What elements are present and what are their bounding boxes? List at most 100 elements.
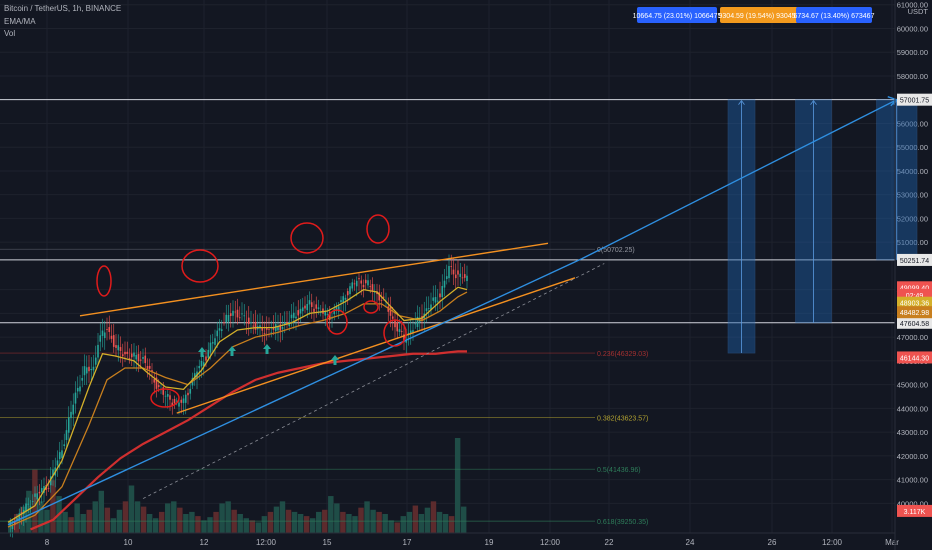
volume-bar (250, 520, 255, 533)
candle-body (401, 331, 403, 332)
candle-body (102, 331, 104, 336)
candle-body (318, 307, 320, 309)
projection-label-text: 9304.59 (19.54%) 930459 (719, 13, 800, 20)
volume-bar (340, 512, 345, 533)
projection-label: 10664.75 (23.01%) 1066475 (633, 7, 722, 23)
candle-body (57, 460, 59, 465)
level-price-tag-text: 57001.75 (900, 98, 929, 105)
candle-body (315, 304, 317, 308)
candle-body (347, 291, 349, 295)
candle-body (313, 309, 315, 312)
candle-body (126, 352, 128, 354)
candle-body (225, 315, 227, 323)
candle-body (122, 354, 124, 356)
candle-body (446, 276, 448, 279)
volume-bar (99, 491, 104, 533)
candle-body (345, 298, 347, 300)
volume-bar (189, 512, 194, 533)
y-tick-label: 47000.00 (897, 333, 928, 342)
volume-bar (304, 516, 309, 533)
candle-body (39, 492, 41, 493)
projection-label-text: 10664.75 (23.01%) 1066475 (633, 13, 722, 20)
projection-label: 6734.67 (13.40%) 673467 (794, 7, 875, 23)
candle-body (356, 281, 358, 287)
volume-bar (129, 486, 134, 534)
candle-body (113, 335, 115, 347)
candle-body (214, 338, 216, 345)
candle-body (133, 353, 135, 357)
candle-body (309, 300, 311, 304)
price-unit-label: USDT (908, 7, 929, 16)
volume-bar (105, 508, 110, 533)
volume-bar (147, 514, 152, 533)
candle-body (99, 335, 101, 341)
candle-body (84, 366, 86, 375)
candle-body (455, 275, 457, 279)
candle-body (363, 285, 365, 287)
fib-level-label: 0.382(43623.57) (597, 415, 648, 422)
candle-body (34, 493, 36, 496)
candle-body (117, 345, 119, 350)
fib-level-label: 0.618(39250.35) (597, 519, 648, 526)
candle-body (61, 450, 63, 458)
volume-bar (431, 501, 436, 533)
candle-body (365, 280, 367, 283)
fib-level-label: 0.236(46329.03) (597, 351, 648, 358)
candle-body (185, 395, 187, 403)
candle-body (464, 274, 466, 278)
candle-body (250, 323, 252, 324)
candle-body (115, 345, 117, 348)
indicator-vol[interactable]: Vol (4, 29, 15, 38)
volume-bar (201, 520, 206, 533)
candle-body (450, 266, 452, 267)
candle-body (349, 286, 351, 294)
y-tick-label: 43000.00 (897, 428, 928, 437)
candle-body (457, 270, 459, 274)
candle-body (79, 386, 81, 391)
candle-body (255, 322, 257, 330)
x-tick-label: 8 (45, 538, 50, 547)
y-tick-label: 42000.00 (897, 452, 928, 461)
candle-body (88, 367, 90, 371)
candle-body (183, 398, 185, 403)
candle-body (466, 276, 468, 281)
volume-bar (334, 503, 339, 533)
candle-body (383, 297, 385, 298)
candle-body (95, 358, 97, 365)
candle-body (140, 360, 142, 361)
volume-bar (419, 514, 424, 533)
candle-body (304, 306, 306, 309)
candle-body (448, 266, 450, 278)
candle-body (297, 310, 299, 315)
volume-bar (238, 514, 243, 533)
volume-bar (443, 514, 448, 533)
candle-body (232, 311, 234, 316)
candle-body (180, 400, 182, 403)
volume-bar (407, 512, 412, 533)
candle-body (439, 294, 441, 298)
candle-body (300, 309, 302, 314)
candle-body (201, 361, 203, 366)
candle-body (41, 488, 43, 492)
candle-body (291, 315, 293, 319)
volume-bar (298, 514, 303, 533)
candle-body (131, 354, 133, 358)
indicator-ema-ma[interactable]: EMA/MA (4, 17, 36, 26)
candle-body (392, 316, 394, 318)
candle-body (295, 317, 297, 319)
candle-body (428, 308, 430, 309)
candle-body (205, 356, 207, 360)
candle-body (174, 399, 176, 403)
candle-body (435, 297, 437, 303)
volume-bar (177, 508, 182, 533)
candle-body (239, 317, 241, 318)
candle-body (327, 314, 329, 315)
volume-bar (111, 518, 116, 533)
candle-body (282, 327, 284, 329)
volume-bar (425, 508, 430, 533)
candle-body (441, 286, 443, 297)
candle-body (70, 412, 72, 418)
y-tick-label: 60000.00 (897, 24, 928, 33)
candle-body (90, 369, 92, 370)
